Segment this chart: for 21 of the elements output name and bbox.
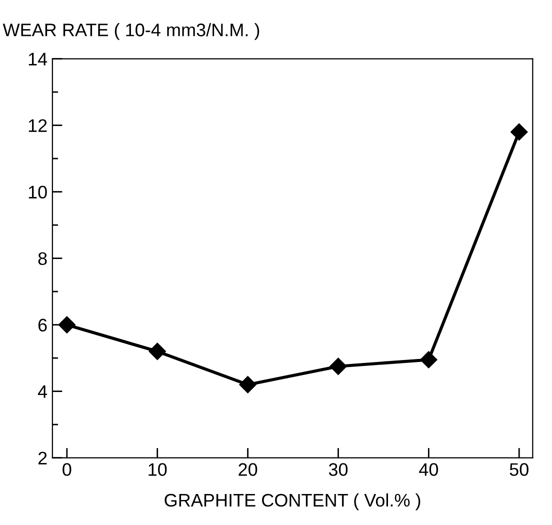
x-tick-label: 10 <box>148 463 167 476</box>
point <box>330 358 347 375</box>
y-tick-label: 10 <box>28 186 47 199</box>
point <box>510 123 528 140</box>
point <box>58 316 76 334</box>
point <box>239 376 256 394</box>
x-tick-label: 30 <box>328 463 348 476</box>
y-tick-label: 2 <box>38 452 47 464</box>
y-axis-title: WEAR RATE ( 10-4 mm3/N.M. ) <box>2 23 260 40</box>
x-tick-label: 40 <box>419 463 438 476</box>
x-tick-label: 0 <box>62 463 72 476</box>
y-tick-label: 12 <box>28 119 47 132</box>
y-tick-label: 4 <box>38 385 48 398</box>
y-tick-label: 8 <box>38 252 47 266</box>
y-tick-label: 14 <box>28 52 48 66</box>
x-axis-title: GRAPHITE CONTENT ( Vol.% ) <box>164 493 420 510</box>
x-tick-label: 20 <box>238 463 258 476</box>
point <box>420 351 438 368</box>
point <box>148 342 166 360</box>
x-tick-label: 50 <box>510 463 528 476</box>
y-tick-label: 6 <box>38 318 47 332</box>
